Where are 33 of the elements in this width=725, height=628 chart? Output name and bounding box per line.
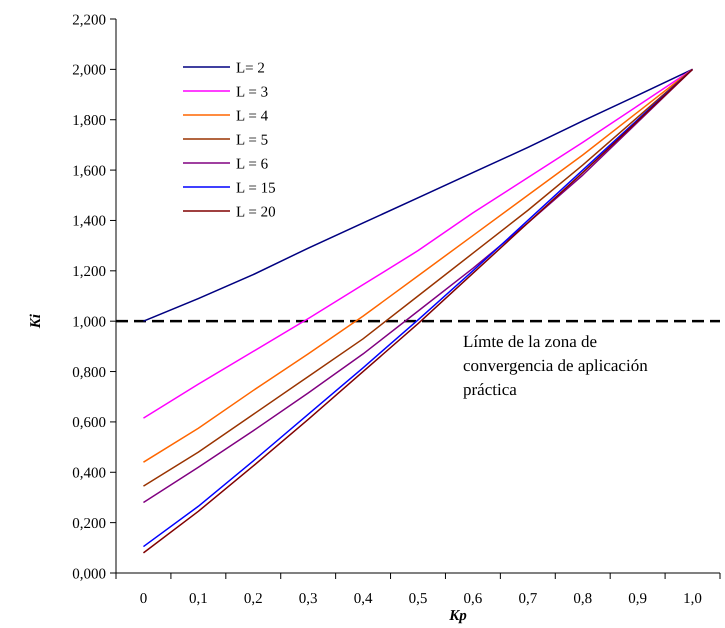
legend-label: L= 2 [236,60,265,76]
x-tick-label: 0,4 [354,591,373,607]
legend-label: L = 4 [236,108,269,124]
x-tick-label: 0,3 [298,591,318,607]
legend-label: L = 6 [236,156,269,172]
x-tick-label: 0,6 [464,591,483,607]
ref-line-label: Límte de la zona de convergencia de aplicación práctica [463,332,648,400]
y-tick-label: 1,200 [72,264,106,280]
x-tick-label: 0,7 [518,591,538,607]
legend-label: L = 15 [236,180,276,196]
y-tick-label: 0,400 [72,466,106,482]
legend-label: L = 5 [236,132,268,148]
y-tick-label: 2,200 [72,12,106,28]
y-tick-label: 1,400 [72,214,106,230]
y-tick-label: 2,000 [72,62,106,79]
y-tick-label: 1,600 [72,163,106,180]
y-tick-label: 1,800 [72,112,106,129]
y-tick-label: 0,800 [72,364,106,381]
legend-label: L = 20 [236,204,276,220]
y-tick-label: 0,200 [72,516,106,532]
x-axis-title: Kp [448,608,468,624]
y-tick-label: 0,000 [72,566,106,582]
legend-label: L = 3 [236,84,268,100]
x-tick-label: 0,9 [628,591,648,607]
x-tick-label: 0,8 [573,591,592,607]
y-tick-label: 0,600 [72,415,106,432]
y-axis-title: Ki [28,313,44,330]
x-tick-label: 0,2 [244,591,263,607]
x-tick-label: 0,5 [408,591,428,607]
x-tick-label: 0 [140,591,148,607]
x-tick-label: 1,0 [683,591,702,607]
x-tick-label: 0,1 [188,591,208,607]
y-tick-label: 1,000 [72,314,106,330]
